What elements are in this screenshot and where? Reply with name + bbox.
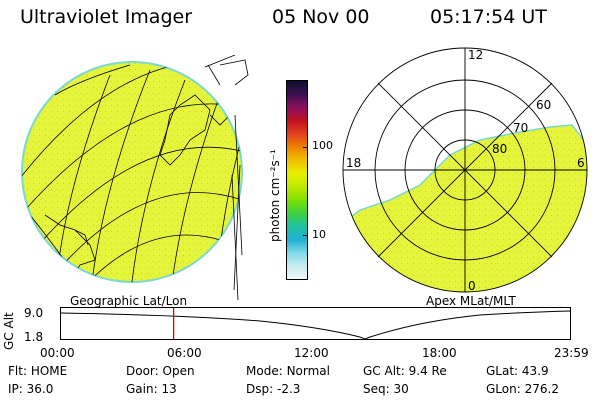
polar-map: 12 18 6 0 60 70 80 [342,47,588,293]
geographic-map [21,55,249,300]
altitude-plot [60,307,571,340]
status-glon: GLon: 276.2 [486,382,559,396]
time-display: 05:17:54 UT [430,6,547,28]
status-flt: Flt: HOME [8,364,68,378]
status-gain: Gain: 13 [126,382,177,396]
status-mode: Mode: Normal [246,364,330,378]
lat-label-60: 60 [536,98,551,112]
status-glat: GLat: 43.9 [486,364,549,378]
colorbar [286,80,308,280]
status-door: Door: Open [126,364,195,378]
colorbar-unit-label: photon cm⁻²s⁻¹ [268,149,282,242]
mlt-label-6: 6 [577,156,585,170]
geo-map-label: Geographic Lat/Lon [70,294,188,308]
app-title: Ultraviolet Imager [20,6,193,28]
status-gc-alt: GC Alt: 9.4 Re [363,364,447,378]
polar-grid [342,47,588,293]
mlt-label-12: 12 [468,48,483,62]
altitude-axis-label: GC Alt [2,312,16,350]
mag-map-label: Apex MLat/MLT [426,294,516,308]
status-dsp: Dsp: -2.3 [246,382,301,396]
altitude-tick-high: 9.0 [24,306,44,320]
status-ip: IP: 36.0 [8,382,54,396]
lat-label-70: 70 [513,121,528,135]
time-tick-0000: 00:00 [40,346,75,360]
lat-label-80: 80 [492,142,507,156]
mlt-label-0: 0 [468,279,476,293]
auroral-oval [343,124,587,292]
status-seq: Seq: 30 [363,382,409,396]
time-tick-1800: 18:00 [422,346,457,360]
mlt-label-18: 18 [346,156,361,170]
colorbar-tick-100: 100 [312,139,333,152]
time-tick-1200: 12:00 [294,346,329,360]
altitude-tick-low: 1.8 [24,330,44,344]
date-display: 05 Nov 00 [272,6,370,28]
time-tick-0600: 06:00 [167,346,202,360]
colorbar-tick-10: 10 [312,228,326,241]
altitude-curve [60,310,571,340]
time-tick-2359: 23:59 [554,346,589,360]
